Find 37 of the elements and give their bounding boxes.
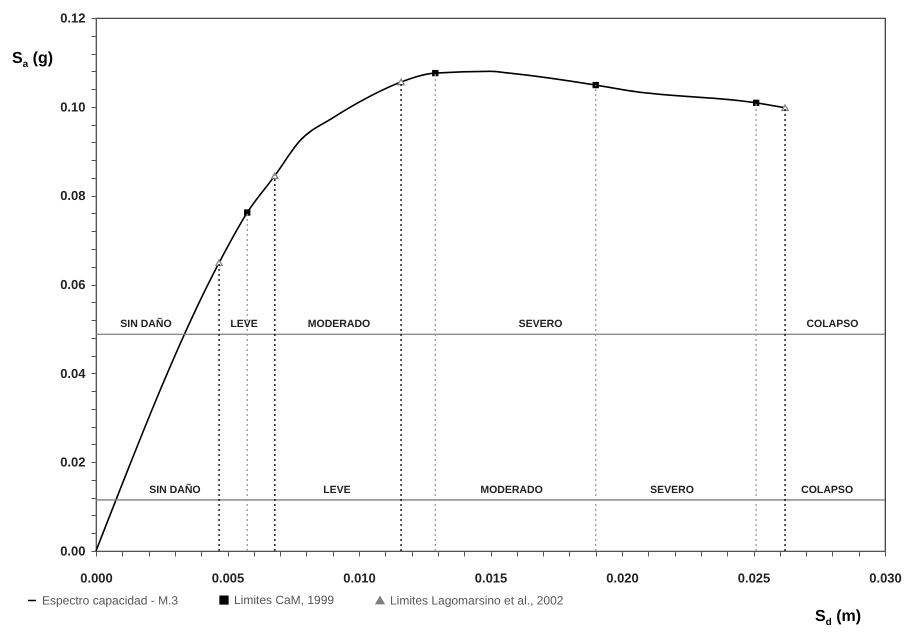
point [752, 100, 760, 106]
y-tick-label: 0.06 [60, 277, 86, 292]
x-tick-label: 0.025 [738, 570, 770, 586]
point [592, 82, 599, 88]
y-tick-label: 0.08 [60, 188, 86, 204]
x-tick-label: 0.030 [869, 570, 902, 586]
point [215, 259, 223, 266]
annotation: MODERADO [308, 318, 370, 330]
annotation: SEVERO [650, 484, 694, 496]
point [432, 70, 438, 76]
x-axis-title: S$_{d}$ (m) [815, 608, 862, 628]
annotation: SIN DAÑO [149, 482, 201, 496]
x-tick-label: 0.000 [80, 570, 113, 586]
annotation: SEVERO [518, 318, 562, 330]
x-tick-label: 0.005 [212, 570, 244, 586]
annotation: SIN DAÑO [120, 317, 172, 330]
y-tick-label: 0.04 [60, 366, 86, 381]
point [397, 78, 405, 86]
annotation: MODERADO [480, 484, 543, 496]
y-tick-label: 0.02 [60, 454, 86, 470]
x-tick-label: 0.010 [343, 570, 376, 586]
legend-label: Espectro capacidad - M.3 [42, 594, 178, 608]
y-axis-title: S$_{a}$ (g) [12, 50, 54, 70]
annotation: LEVE [323, 484, 351, 496]
point [271, 172, 279, 180]
point [244, 209, 250, 216]
annotation: LEVE [230, 318, 258, 330]
point [781, 104, 789, 112]
y-tick-label: 0.10 [60, 99, 86, 114]
y-tick-label: 0.12 [60, 10, 86, 26]
annotation: COLAPSO [806, 318, 858, 330]
x-tick-label: 0.015 [474, 570, 508, 586]
legend-label: Limites CaM, 1999 [234, 593, 334, 608]
y-tick-label: 0.00 [60, 544, 86, 558]
x-tick-label: 0.020 [606, 570, 639, 586]
annotation: COLAPSO [801, 484, 854, 496]
legend-label: Limites Lagomarsino et al., 2002 [390, 593, 564, 608]
